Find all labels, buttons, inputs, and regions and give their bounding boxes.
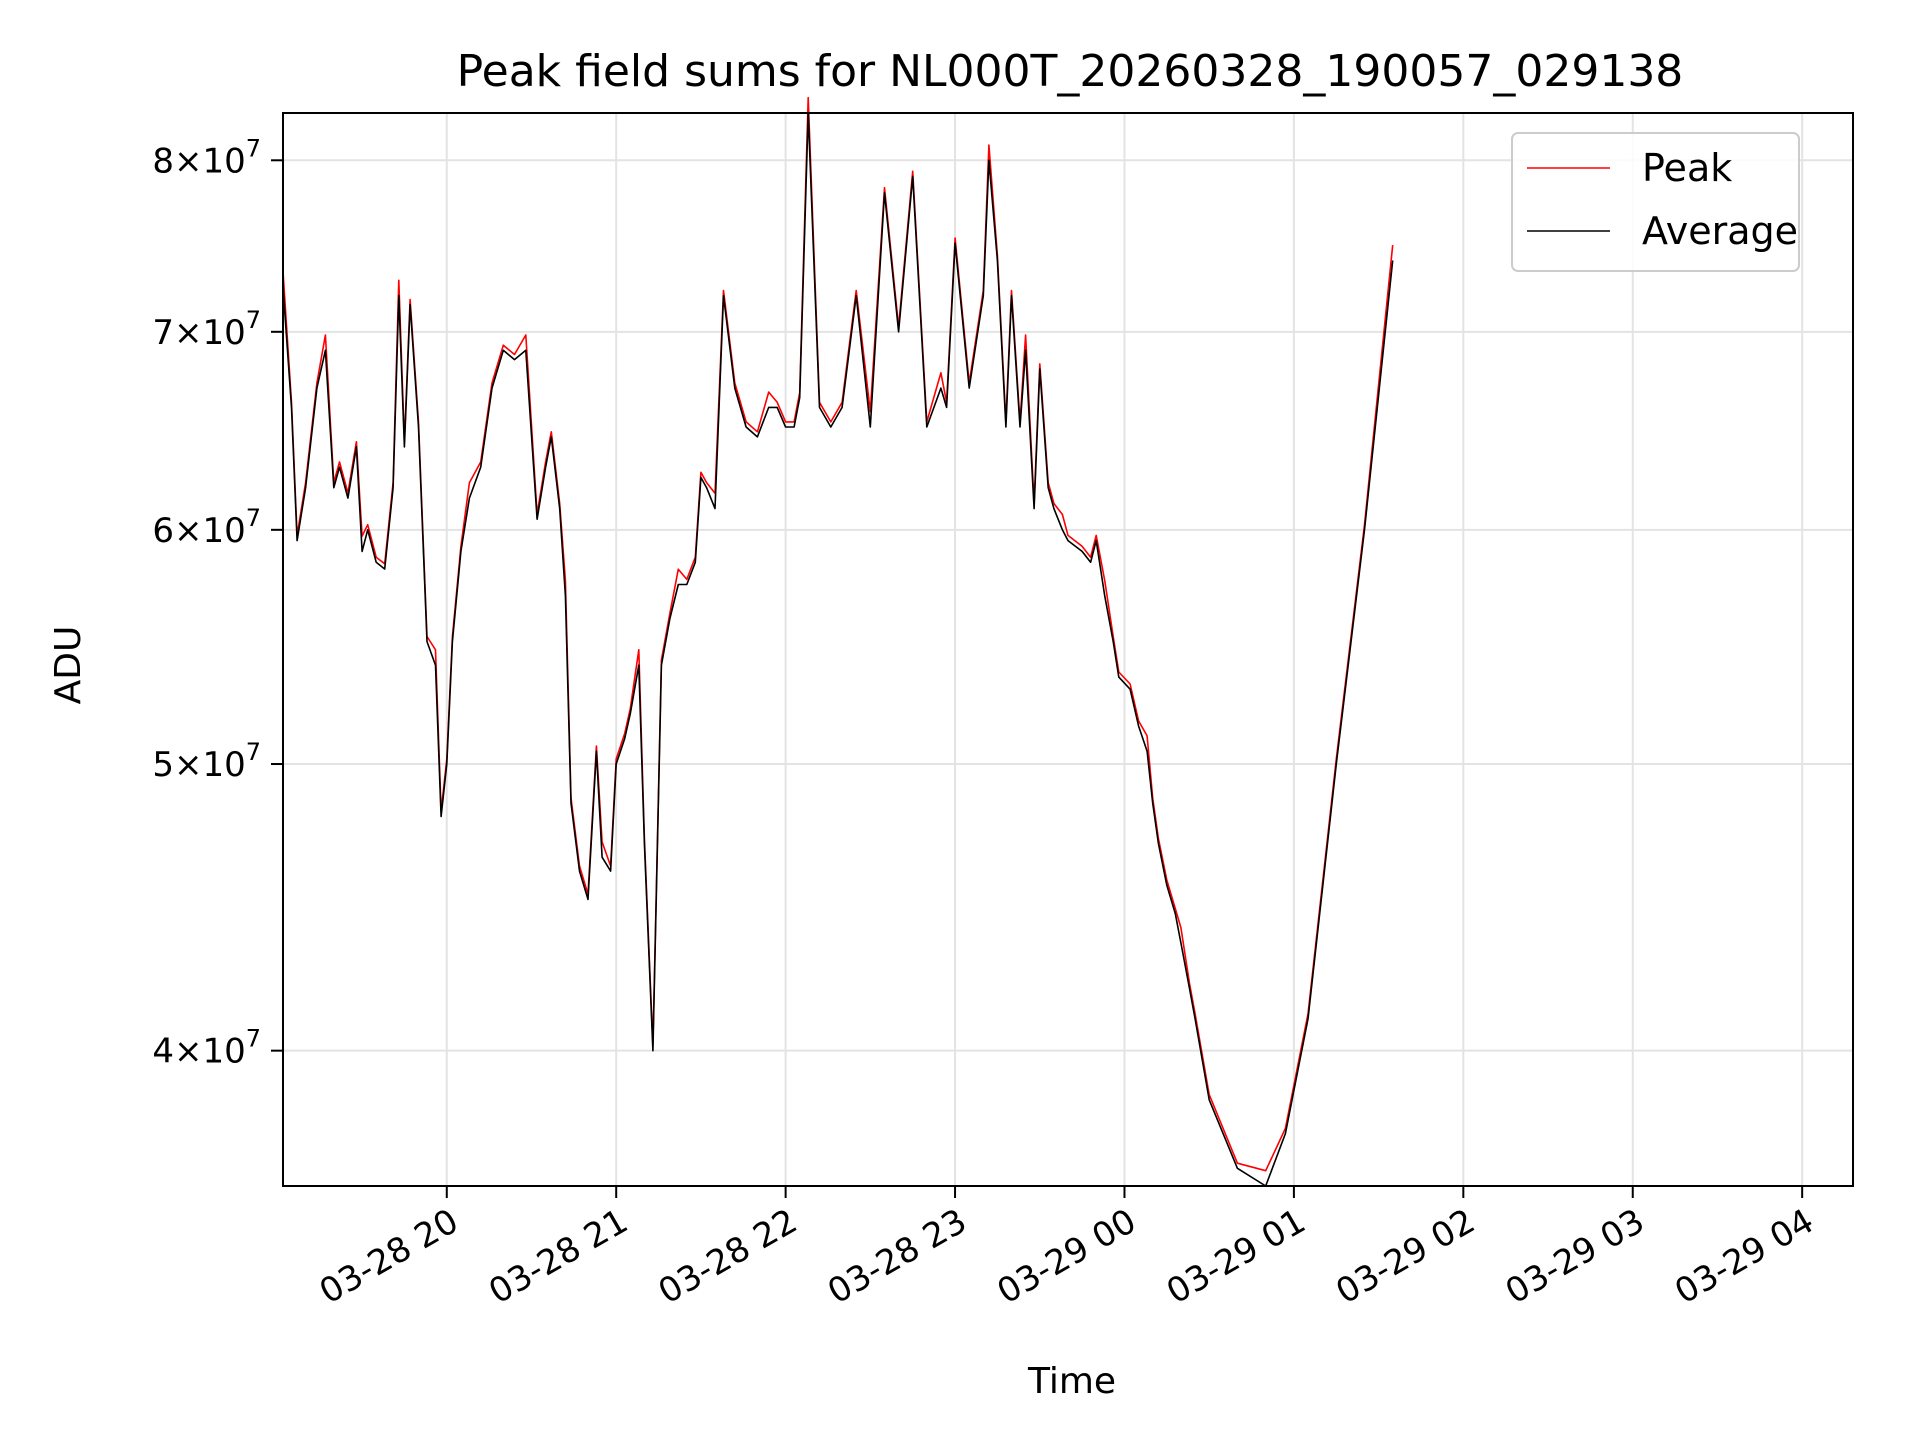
y-tick-label: 5×107 [152, 738, 261, 785]
series-peak-line [282, 96, 1394, 1172]
grid [283, 113, 1853, 1186]
y-axis-ticks: 4×107 5×107 6×107 7×107 8×107 [152, 134, 283, 1072]
y-tick-label: 7×107 [152, 306, 261, 353]
series-layer [282, 96, 1394, 1187]
legend: Peak Average [1511, 132, 1800, 272]
legend-peak-label: Peak [1642, 146, 1732, 190]
series-average-line [282, 112, 1394, 1187]
chart-title: Peak field sums for NL000T_20260328_1900… [457, 46, 1684, 97]
legend-average-label: Average [1642, 209, 1798, 253]
x-axis-label: Time [1027, 1361, 1116, 1402]
y-axis-label: ADU [48, 626, 89, 705]
y-tick-label: 6×107 [152, 504, 261, 551]
y-tick-label: 4×107 [152, 1025, 261, 1072]
y-tick-label: 8×107 [152, 134, 261, 181]
plot-frame [282, 112, 1854, 1187]
